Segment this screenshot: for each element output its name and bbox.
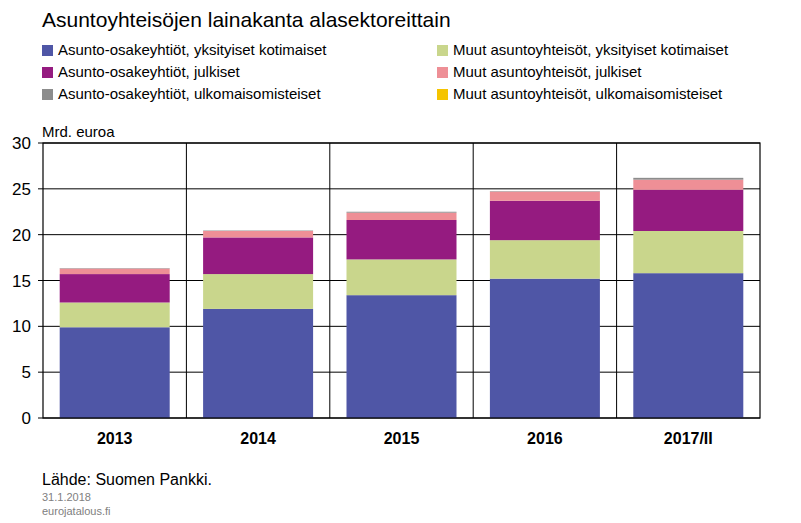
bar-segment	[60, 274, 170, 302]
category-separator	[473, 143, 474, 418]
y-tick-label: 25	[12, 180, 31, 199]
y-tick	[38, 188, 43, 189]
bar-segment	[203, 274, 313, 309]
legend-label: Muut asuntoyhteisöt, yksityiset kotimais…	[453, 41, 729, 58]
y-tick	[38, 326, 43, 327]
bar-segment	[347, 220, 457, 259]
legend-label: Muut asuntoyhteisöt, ulkomaisomisteiset	[453, 85, 723, 102]
legend-label: Asunto-osakeyhtiöt, julkiset	[58, 63, 241, 80]
bar-segment	[490, 191, 600, 192]
x-tick-label: 2014	[240, 430, 276, 447]
bar-segment	[60, 269, 170, 275]
legend-swatch	[42, 45, 53, 56]
y-tick-label: 0	[22, 409, 31, 428]
y-tick	[38, 143, 43, 144]
bar-segment	[347, 259, 457, 295]
y-tick	[38, 234, 43, 235]
y-tick-label: 10	[12, 317, 31, 336]
y-tick-label: 30	[12, 134, 31, 153]
y-tick-label: 5	[22, 363, 31, 382]
legend: Asunto-osakeyhtiöt, yksityiset kotimaise…	[42, 41, 729, 102]
source: Lähde: Suomen Pankki.	[42, 471, 212, 488]
bar-segment	[490, 240, 600, 279]
site: eurojatalous.fi	[42, 505, 111, 517]
bar-segment	[633, 177, 743, 178]
bar-segment	[203, 230, 313, 231]
bar-segment	[490, 191, 600, 192]
x-tick-label: 2016	[527, 430, 563, 447]
bars	[60, 178, 744, 418]
x-tick-label: 2013	[97, 430, 133, 447]
bar-segment	[60, 268, 170, 269]
bar-segment	[633, 190, 743, 231]
bar-segment	[60, 327, 170, 418]
bar-segment	[203, 230, 313, 231]
x-tick-label: 2015	[384, 430, 420, 447]
category-separator	[186, 143, 187, 418]
x-tick-label: 2017/II	[664, 430, 713, 447]
y-axis-label: Mrd. euroa	[42, 123, 115, 140]
legend-swatch	[437, 45, 448, 56]
legend-swatch	[42, 67, 53, 78]
title: Asuntoyhteisöjen lainakanta alasektoreit…	[42, 8, 451, 31]
bar-segment	[203, 309, 313, 418]
chart: Asuntoyhteisöjen lainakanta alasektoreit…	[0, 0, 801, 523]
bar-segment	[203, 237, 313, 274]
y-tick-label: 20	[12, 226, 31, 245]
bar-segment	[347, 295, 457, 418]
bar-segment	[633, 273, 743, 418]
y-tick	[38, 418, 43, 419]
legend-swatch	[437, 89, 448, 100]
y-tick	[38, 372, 43, 373]
plot-frame	[43, 143, 760, 418]
legend-label: Asunto-osakeyhtiöt, yksityiset kotimaise…	[58, 41, 327, 58]
grid: 0 5 10 15 20 25 30	[12, 134, 760, 428]
legend-label: Asunto-osakeyhtiöt, ulkomaisomisteiset	[58, 85, 321, 102]
bar-segment	[203, 231, 313, 237]
bar-segment	[633, 180, 743, 190]
bar-segment	[633, 231, 743, 273]
y-tick-label: 15	[12, 272, 31, 291]
bar-segment	[490, 192, 600, 201]
bar-segment	[490, 201, 600, 240]
y-tick	[38, 280, 43, 281]
bar-segment	[60, 268, 170, 269]
bar-segment	[490, 279, 600, 418]
bar-segment	[347, 211, 457, 212]
legend-swatch	[437, 67, 448, 78]
category-separator	[329, 143, 330, 418]
bar-segment	[347, 211, 457, 213]
bar-segment	[347, 213, 457, 220]
bar-segment	[633, 178, 743, 180]
date: 31.1.2018	[42, 491, 91, 503]
legend-label: Muut asuntoyhteisöt, julkiset	[453, 63, 642, 80]
bar-segment	[60, 303, 170, 328]
category-separator	[616, 143, 617, 418]
legend-swatch	[42, 89, 53, 100]
